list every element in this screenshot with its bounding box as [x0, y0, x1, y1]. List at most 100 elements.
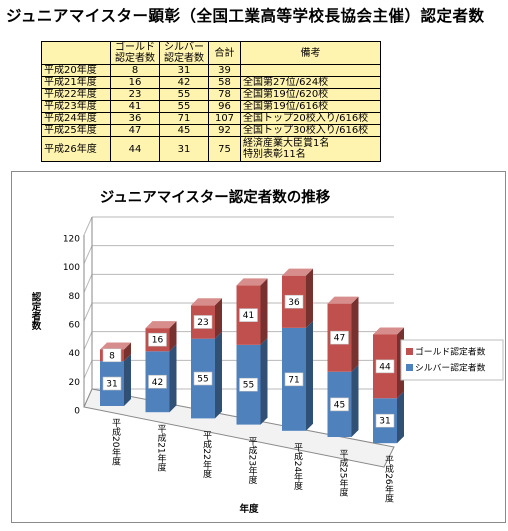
table-header-remarks: 備考 — [240, 41, 381, 65]
legend-label: シルバー認定者数 — [415, 362, 486, 374]
table-cell-total: 107 — [208, 112, 241, 125]
table-cell-gold: 16 — [110, 76, 160, 89]
data-label-box — [330, 397, 349, 412]
gridline-side — [83, 360, 93, 379]
x-tick-label: 平成24年度 — [292, 443, 303, 491]
data-label: 31 — [106, 380, 117, 390]
table-header-silver-line1: シルバー — [164, 42, 204, 53]
y-tick-label: 0 — [74, 407, 80, 417]
bar-top — [327, 296, 359, 304]
table-cell-year: 平成22年度 — [41, 88, 111, 101]
data-label: 44 — [379, 362, 391, 372]
table-header-total: 合計 — [208, 41, 241, 65]
bar-side — [351, 296, 359, 372]
bar-side — [215, 331, 222, 419]
table-cell-remarks — [240, 64, 381, 77]
bar-side — [306, 320, 313, 431]
data-label-box — [284, 372, 304, 387]
table-cell-silver: 45 — [159, 124, 209, 137]
remarks-line: 全国第27位/624校 — [243, 77, 329, 88]
table-header-gold-line2: 認定者数 — [115, 53, 155, 64]
table-row: 平成20年度 8 31 39 — [41, 64, 381, 77]
table-cell-year: 平成21年度 — [41, 76, 111, 89]
table-cell-remarks: 全国トップ30校入り/616校 — [240, 124, 381, 137]
data-label-box — [102, 376, 122, 391]
table-row: 平成25年度 47 45 92 全国トップ30校入り/616校 — [41, 124, 381, 137]
bar-side — [306, 268, 313, 328]
chart-panel: ジュニアマイスター認定者数の推移 0 20 40 60 80 100 120 31 8 平成20年度… — [11, 171, 506, 523]
y-tick-label: 20 — [69, 378, 81, 388]
remarks-line: 特別表彰11名 — [243, 149, 306, 160]
table-header-silver: シルバー 認定者数 — [159, 41, 209, 65]
table-cell-remarks: 経済産業大臣賞1名 特別表彰11名 — [240, 136, 381, 162]
remarks-line: 経済産業大臣賞1名 — [243, 138, 330, 149]
legend-swatch — [406, 348, 413, 355]
x-tick-label: 平成20年度 — [110, 418, 121, 466]
x-axis-title: 年度 — [239, 503, 259, 515]
data-label: 55 — [243, 381, 254, 391]
bar-top — [191, 298, 222, 306]
table-cell-gold: 36 — [110, 112, 160, 125]
table-header-year — [41, 41, 111, 65]
remarks-line: 全国トップ30校入り/616校 — [243, 125, 369, 136]
gridline-side — [83, 245, 93, 264]
data-label-box — [102, 348, 122, 363]
table-cell-gold: 23 — [110, 88, 160, 101]
table-row: 平成21年度 16 42 58 全国第27位/624校 — [41, 76, 381, 89]
table-cell-remarks: 全国第19位/616校 — [240, 100, 381, 113]
y-tick-label: 100 — [63, 263, 80, 273]
data-label: 16 — [152, 336, 164, 346]
legend-label: ゴールド認定者数 — [415, 346, 486, 358]
remarks-line: 全国第19位/620校 — [243, 89, 329, 100]
bar-side — [351, 364, 359, 437]
table-cell-total: 78 — [208, 88, 241, 101]
y-tick-label: 40 — [69, 349, 81, 359]
chart-title: ジュニアマイスター認定者数の推移 — [100, 188, 331, 206]
table-cell-gold: 8 — [110, 64, 160, 77]
data-label-box — [375, 413, 395, 428]
table-cell-remarks: 全国第19位/620校 — [240, 88, 381, 101]
legend-swatch — [406, 364, 413, 371]
bar-top — [145, 321, 177, 329]
table-header-silver-line2: 認定者数 — [164, 53, 204, 64]
x-tick-label: 平成23年度 — [247, 437, 258, 485]
data-label: 42 — [152, 378, 163, 388]
data-label-box — [239, 377, 258, 392]
data-label: 31 — [379, 417, 390, 427]
table-cell-year: 平成23年度 — [41, 100, 111, 113]
table-cell-total: 92 — [208, 124, 241, 137]
data-label: 23 — [197, 318, 208, 328]
table-cell-silver: 55 — [159, 88, 209, 101]
data-label-box — [284, 294, 304, 309]
gridline-side — [83, 302, 93, 322]
table-cell-silver: 55 — [159, 100, 209, 113]
data-label: 8 — [109, 351, 115, 361]
table-cell-remarks: 全国トップ20校入り/616校 — [240, 112, 381, 125]
table-row: 平成23年度 41 55 96 全国第19位/616校 — [41, 100, 381, 113]
x-tick-label: 平成21年度 — [156, 424, 167, 472]
bar-top — [373, 327, 404, 335]
bar-side — [215, 298, 222, 339]
bar-top — [100, 342, 131, 350]
bar-side — [124, 354, 131, 406]
bar-side — [397, 391, 404, 444]
x-tick-label: 平成25年度 — [338, 449, 349, 497]
remarks-line: 全国第19位/616校 — [243, 101, 329, 112]
bar-side — [169, 344, 177, 413]
data-label-box — [148, 374, 167, 389]
x-tick-label: 平成22年度 — [201, 430, 212, 478]
y-tick-label: 80 — [69, 292, 81, 302]
data-label-box — [239, 308, 258, 322]
y-axis-title: 認定者数 — [30, 291, 43, 331]
table-cell-silver: 31 — [159, 64, 209, 77]
page-title: ジュニアマイスター顕彰（全国工業高等学校長協会主催）認定者数 — [6, 7, 485, 25]
data-label: 41 — [243, 311, 254, 321]
gridline-side — [83, 331, 93, 350]
table-cell-silver: 31 — [159, 136, 209, 162]
table-row: 平成26年度 44 31 75 経済産業大臣賞1名 特別表彰11名 — [41, 136, 381, 162]
table-header-gold-line1: ゴールド — [115, 42, 155, 53]
x-tick-label: 平成26年度 — [383, 455, 394, 503]
legend-box — [400, 339, 504, 381]
gridline-side — [83, 274, 93, 293]
table-cell-year: 平成20年度 — [41, 64, 111, 77]
